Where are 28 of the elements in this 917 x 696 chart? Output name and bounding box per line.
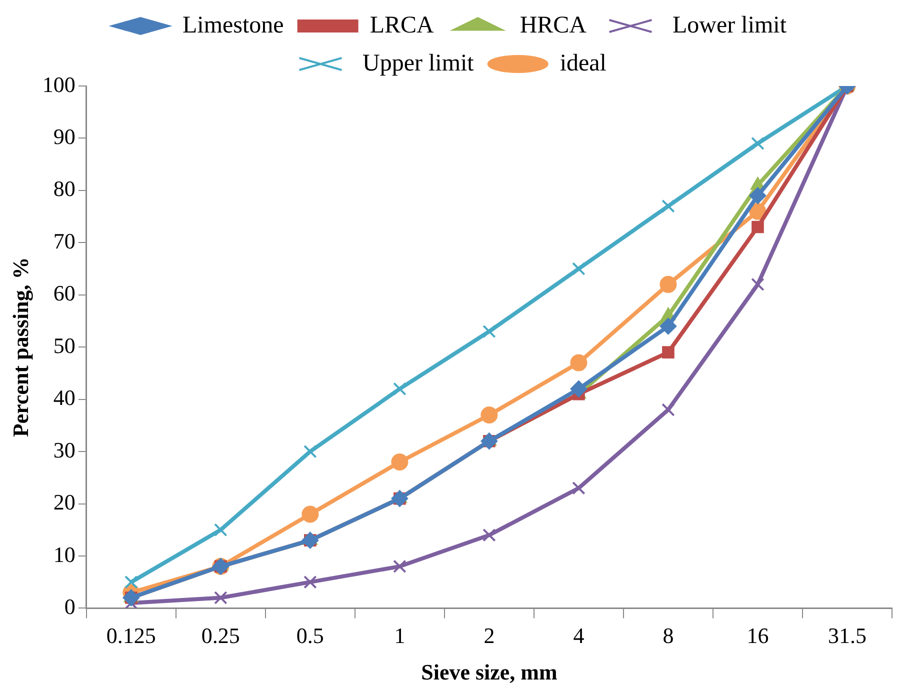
legend-label: Limestone <box>182 12 284 38</box>
legend-label: Upper limit <box>362 50 474 76</box>
x-tick-label: 0.5 <box>296 623 324 648</box>
x-tick-label: 31.5 <box>828 623 866 648</box>
x-tick-label: 1 <box>394 623 406 648</box>
x-tick-label: 16 <box>746 623 769 648</box>
x-tick-label: 0.125 <box>106 623 156 648</box>
y-tick-label: 20 <box>53 490 76 515</box>
y-tick-label: 30 <box>53 437 76 462</box>
x-tick-label: 2 <box>484 623 495 648</box>
y-tick-label: 100 <box>42 72 76 97</box>
y-tick-label: 60 <box>53 280 76 306</box>
y-axis-title: Percent passing, % <box>8 257 33 438</box>
y-tick-label: 80 <box>53 176 76 202</box>
x-axis-title: Sieve size, mm <box>421 659 558 684</box>
legend-label: LRCA <box>370 12 434 38</box>
y-tick-label: 70 <box>53 228 76 254</box>
x-tick-label: 4 <box>573 623 584 648</box>
legend-label: ideal <box>560 50 607 76</box>
legend-label: HRCA <box>520 12 588 38</box>
y-tick-label: 0 <box>64 594 76 619</box>
x-tick-label: 0.25 <box>201 623 240 648</box>
x-tick-label: 8 <box>662 623 674 648</box>
y-tick-label: 40 <box>53 385 76 410</box>
y-tick-label: 90 <box>53 124 76 149</box>
y-tick-label: 10 <box>53 542 76 567</box>
y-tick-label: 50 <box>53 332 76 358</box>
legend-label: Lower limit <box>672 12 787 38</box>
